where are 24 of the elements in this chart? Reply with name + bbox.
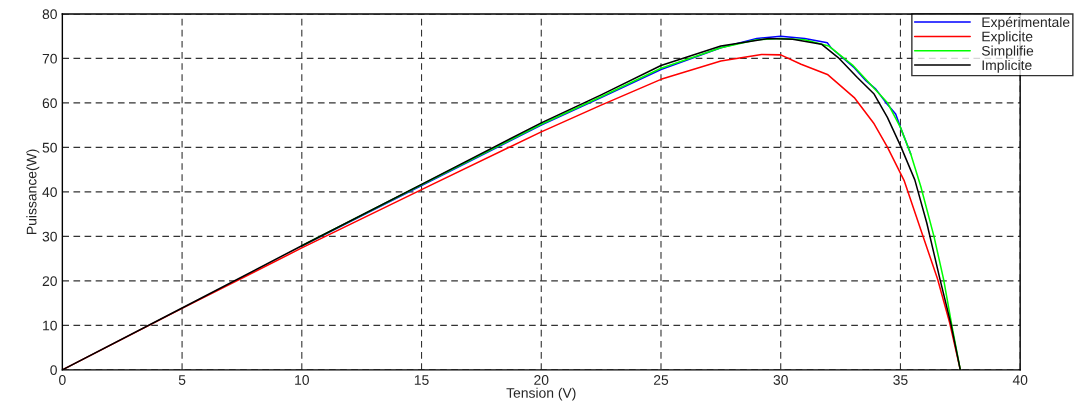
y-tick-label: 40 bbox=[42, 187, 57, 198]
x-tick-label: 0 bbox=[59, 375, 66, 385]
legend-label: Expérimentale bbox=[982, 16, 1070, 30]
y-tick-label: 0 bbox=[50, 365, 57, 375]
x-tick-label: 30 bbox=[773, 375, 788, 385]
x-tick-label: 10 bbox=[295, 375, 309, 385]
x-tick-label: 5 bbox=[178, 375, 186, 385]
y-tick-label: 50 bbox=[42, 142, 57, 153]
legend-label: Implicite bbox=[982, 59, 1032, 73]
x-tick-label: 15 bbox=[414, 375, 429, 385]
legend-label: Explicite bbox=[982, 31, 1033, 45]
legend-label: Simplifie bbox=[981, 45, 1034, 59]
y-tick-label: 20 bbox=[42, 276, 57, 287]
x-tick-label: 35 bbox=[893, 375, 908, 385]
x-tick-label: 40 bbox=[1012, 375, 1028, 385]
y-axis-title: Puissance(W) bbox=[26, 149, 40, 234]
y-tick-label: 70 bbox=[42, 53, 57, 64]
y-tick-label: 80 bbox=[42, 9, 57, 20]
y-tick-label: 10 bbox=[43, 320, 57, 331]
x-tick-label: 25 bbox=[653, 375, 669, 385]
y-tick-label: 30 bbox=[42, 231, 57, 242]
y-tick-label: 60 bbox=[42, 98, 57, 109]
x-tick-label: 20 bbox=[534, 375, 549, 385]
x-axis-title: Tension (V) bbox=[506, 387, 576, 401]
